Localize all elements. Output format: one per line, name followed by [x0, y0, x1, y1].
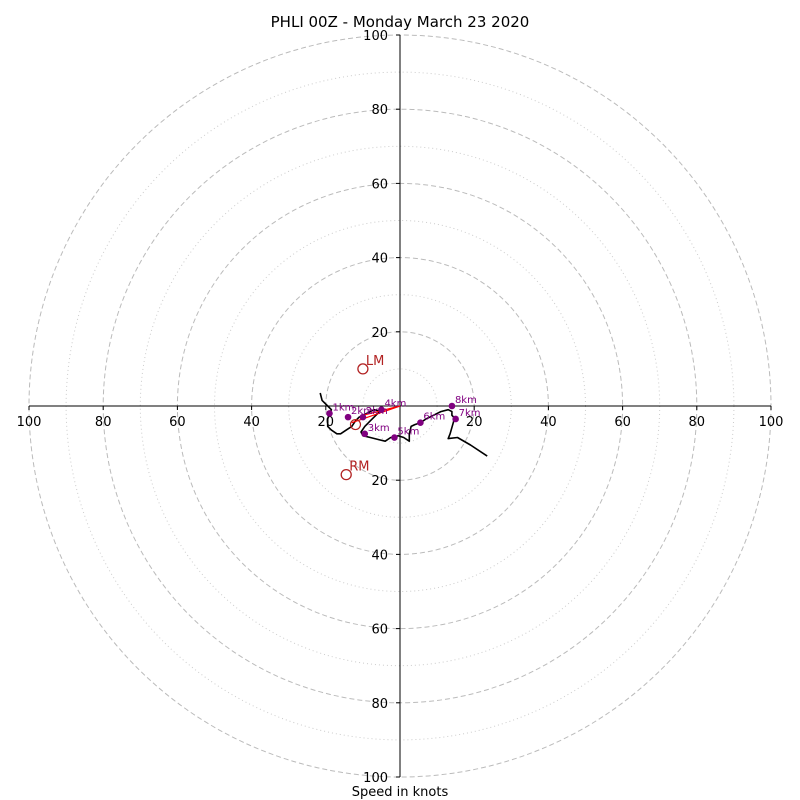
height-marker-point [344, 413, 352, 421]
x-tick-label: 20 [318, 415, 335, 430]
storm-motion-point [357, 363, 369, 375]
x-tick-label: 80 [95, 415, 112, 430]
height-marker-point [417, 419, 424, 426]
height-marker-label: 8km [455, 395, 477, 406]
chart-title: PHLI 00Z - Monday March 23 2020 [271, 13, 530, 31]
storm-motion-label: LM [366, 354, 384, 369]
height-marker-label: 4km [384, 399, 406, 410]
storm-motion-point [340, 468, 352, 481]
x-tick-label: 100 [759, 415, 784, 430]
y-tick-label: 60 [371, 177, 388, 192]
height-marker-point [359, 413, 367, 421]
y-tick-label: 40 [371, 252, 388, 267]
inflow-line [351, 405, 401, 424]
x-tick-label: 100 [17, 415, 42, 430]
height-marker-label: 3km [368, 423, 390, 434]
height-marker-label: 6km [423, 412, 445, 423]
height-marker-label: 2km [366, 406, 388, 417]
x-tick-label: 20 [466, 415, 483, 430]
x-tick-label: 40 [540, 415, 557, 430]
x-tick-label: 60 [614, 415, 631, 430]
height-marker-point [391, 434, 398, 441]
y-tick-label: 80 [371, 697, 388, 712]
storm-motion-markers: LM RM [340, 354, 384, 481]
y-tick-label: 100 [363, 771, 388, 786]
height-marker-label: 7km [459, 408, 481, 419]
x-tick-label: 40 [243, 415, 260, 430]
y-tick-label: 60 [371, 623, 388, 638]
height-marker-label: 5km [397, 427, 419, 438]
height-marker-point [452, 415, 459, 423]
x-tick-label: 60 [169, 415, 186, 430]
x-axis-label: Speed in knots [352, 785, 449, 800]
hodograph-trace [319, 392, 488, 457]
height-marker-point [378, 406, 385, 414]
y-tick-label: 20 [371, 326, 388, 341]
storm-motion-label: RM [349, 460, 369, 475]
y-tick-label: 100 [363, 29, 388, 44]
y-tick-label: 80 [371, 103, 388, 118]
height-marker-point [326, 410, 333, 417]
tick-labels: 100 80 60 40 20 20 40 60 80 100 100 80 60 40 20 20 40 60 8… [17, 29, 784, 786]
x-tick-label: 80 [689, 415, 706, 430]
height-marker-point [448, 402, 456, 410]
height-marker-label: 1km [333, 402, 355, 413]
height-marker-point [361, 430, 369, 438]
y-tick-label: 20 [371, 474, 388, 489]
wind-trace-line [319, 392, 488, 457]
effective-inflow-marker [349, 418, 362, 431]
y-tick-label: 40 [371, 548, 388, 563]
height-marker-label: 2km [351, 406, 373, 417]
